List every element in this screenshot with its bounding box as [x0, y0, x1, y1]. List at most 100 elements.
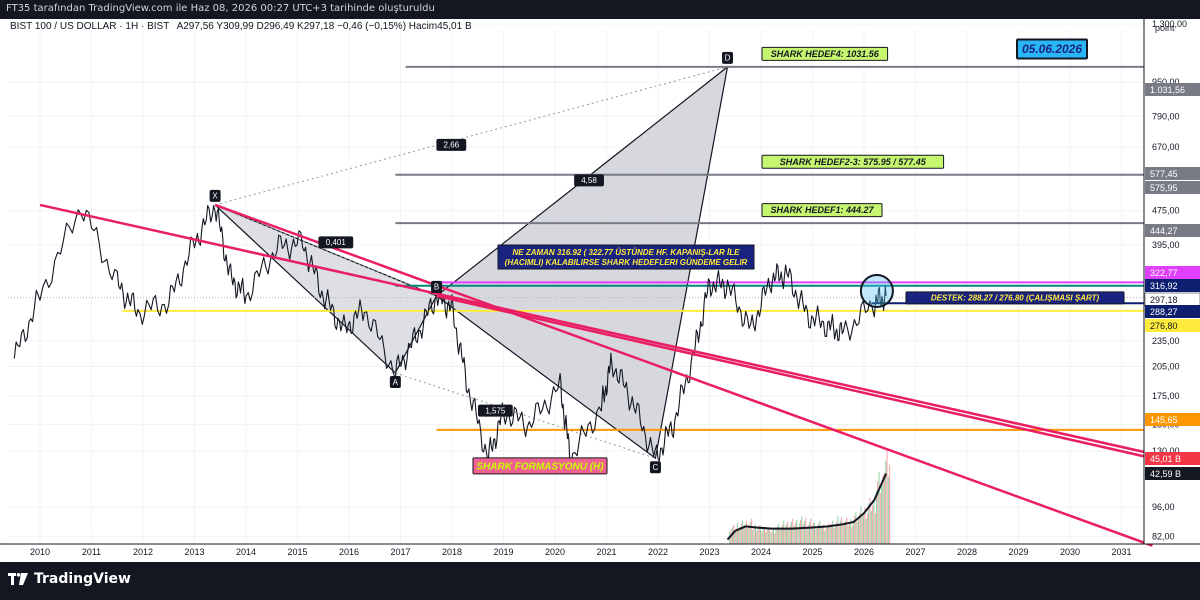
volume-bar	[762, 528, 764, 544]
volume-bar	[789, 525, 791, 544]
pattern-point-X-box	[209, 189, 221, 202]
price-badge-5: 316,92	[1150, 281, 1178, 291]
y-tick-label: 1.300,00	[1152, 19, 1187, 29]
chart-area[interactable]: X A B C D 0,401 1,575 2,66 4,58 SHARK HEDEF4: 103…	[0, 19, 1200, 562]
volume-bar	[749, 521, 751, 544]
target23-label: SHARK HEDEF2-3: 575.95 / 577.45	[780, 157, 927, 167]
volume-bar	[886, 448, 888, 544]
pattern-point-D-box	[722, 51, 734, 64]
y-tick-label: 205,00	[1152, 362, 1180, 372]
x-tick-label: 2031	[1111, 547, 1131, 557]
price-badge-3-bg	[1145, 224, 1200, 237]
volume-bar	[766, 529, 768, 544]
price-badge-11: 42,59 B	[1150, 469, 1181, 479]
volume-bar	[874, 513, 876, 544]
ratio-label-3-box	[574, 174, 604, 187]
x-tick-label: 2011	[82, 547, 101, 557]
trendline-2	[436, 294, 1153, 460]
y-tick-label: 950,00	[1152, 77, 1180, 87]
target4-label-box	[761, 46, 889, 61]
volume-bar	[738, 529, 740, 544]
y-tick-label: 790,00	[1152, 111, 1180, 121]
x-tick-label: 2014	[236, 547, 256, 557]
volume-bar	[827, 525, 829, 544]
tradingview-logo[interactable]: TradingView	[8, 571, 131, 587]
x-tick-label: 2025	[802, 547, 822, 557]
volume-bar	[834, 524, 836, 544]
x-tick-label: 2010	[30, 547, 50, 557]
annotation-layer: X A B C D 0,401 1,575 2,66 4,58 SHARK HEDEF4: 103…	[39, 38, 1153, 547]
volume-bar	[752, 529, 754, 544]
volume-bar	[870, 511, 872, 544]
volume-bar	[867, 513, 868, 544]
volume-bar	[797, 527, 799, 544]
volume-bar	[851, 526, 853, 544]
volume-bar	[815, 529, 817, 544]
volume-bar	[748, 524, 750, 544]
volume-bar	[841, 516, 843, 544]
y-tick-label: 175,00	[1152, 391, 1180, 401]
volume-bar	[842, 525, 844, 544]
volume-bar	[887, 476, 889, 544]
volume-bar	[879, 493, 881, 544]
volume-bar	[829, 527, 831, 544]
volume-bar	[859, 513, 861, 544]
volume-bar	[865, 518, 867, 544]
volume-bar	[856, 521, 858, 544]
x-tick-label: 2028	[957, 547, 977, 557]
ratio-label-2-box	[436, 138, 467, 151]
volume-bar	[883, 472, 885, 544]
tradingview-logo-icon	[8, 573, 28, 585]
volume-bar	[733, 524, 735, 544]
volume-bar	[734, 530, 736, 544]
ratio-line-xd	[214, 66, 728, 206]
pattern-point-X: X	[212, 192, 218, 201]
volume-bar	[809, 521, 811, 544]
volume-bar	[796, 519, 798, 544]
footer-bar: TradingView	[0, 562, 1200, 600]
volume-bar	[807, 524, 809, 544]
condition-line-2: (HACIMLI) KALABILIRSE SHARK HEDEFLERI GÜ…	[505, 258, 748, 267]
price-badge-2-bg	[1145, 181, 1200, 194]
date-badge: 05.06.2026	[1022, 42, 1082, 56]
volume-bar	[852, 520, 854, 544]
volume-bar	[885, 460, 887, 544]
price-badge-4-bg	[1145, 266, 1200, 279]
volume-bar	[803, 521, 805, 544]
volume-bar	[736, 522, 738, 544]
ratio-label-1-box	[477, 404, 513, 417]
volume-bar	[873, 499, 875, 544]
volume-bar	[863, 512, 865, 544]
volume-bar	[740, 523, 742, 544]
volume-bar	[837, 515, 839, 544]
volume-bar	[785, 524, 787, 544]
volume-bar	[739, 526, 741, 544]
x-tick-label: 2018	[442, 547, 462, 557]
pattern-point-C: C	[653, 463, 659, 472]
ratio-label-0-box	[318, 236, 354, 249]
price-badge-5-bg	[1145, 279, 1200, 292]
volume-bar	[774, 533, 776, 544]
volume-bar	[857, 517, 859, 544]
volume-bar	[820, 527, 822, 544]
volume-pane	[726, 448, 891, 544]
volume-bar	[816, 526, 818, 544]
volume-bar	[811, 526, 813, 544]
volume-bar	[824, 530, 826, 544]
volume-bar	[747, 528, 749, 544]
volume-bar	[793, 526, 795, 544]
volume-bar	[864, 507, 866, 544]
volume-bar	[828, 522, 830, 544]
volume-bar	[767, 529, 769, 544]
volume-bar	[784, 527, 786, 544]
target1-label: SHARK HEDEF1: 444.27	[770, 205, 874, 215]
highlight-circle	[859, 274, 894, 309]
volume-bar	[787, 521, 789, 544]
volume-bar	[847, 525, 849, 544]
price-badge-1: 577,45	[1150, 169, 1178, 179]
volume-bar	[782, 524, 784, 544]
volume-bar	[792, 518, 794, 544]
trendline-0	[39, 203, 1153, 456]
volume-bar	[823, 524, 825, 544]
